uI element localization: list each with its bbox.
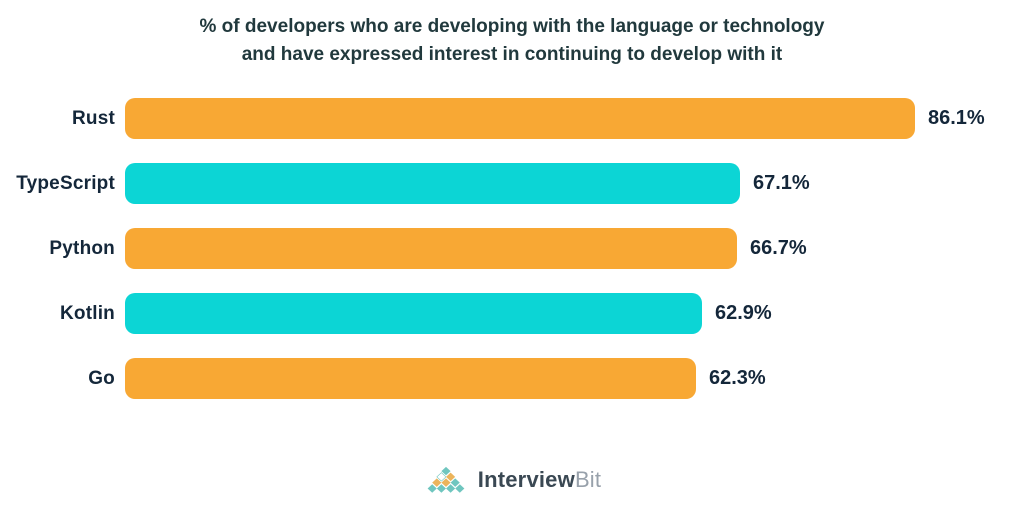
bar-go [125,358,696,400]
logo-text: InterviewBit [478,467,601,493]
bar-rust [125,98,915,140]
bar-kotlin [125,293,702,335]
footer-logo: InterviewBit [0,466,1024,494]
bar-row: Rust 86.1% [0,98,1024,140]
bar-track: 62.9% [125,293,1024,335]
bar-track: 62.3% [125,358,1024,400]
category-label: Python [49,237,115,259]
category-label: Rust [71,107,115,129]
value-label: 62.3% [709,367,766,390]
bar-row: Go 62.3% [0,358,1024,400]
category-label: Kotlin [59,302,115,324]
bar-python [125,228,737,270]
chart-title: % of developers who are developing with … [199,16,825,65]
bar-track: 67.1% [125,163,1024,205]
value-label: 66.7% [750,237,807,260]
bar-row: Kotlin 62.9% [0,293,1024,335]
value-label: 62.9% [715,302,772,325]
interviewbit-pyramid-icon [427,466,465,493]
logo-text-primary: Interview [477,467,575,492]
value-label: 67.1% [753,172,810,195]
category-label: Go [88,367,115,389]
bars-area: Rust 86.1% TypeScript 67.1% Python 66.7% Kotli… [0,98,1024,400]
bar-row: Python 66.7% [0,228,1024,270]
category-label: TypeScript [16,172,115,194]
bar-track: 86.1% [125,98,1024,140]
bar-row: TypeScript 67.1% [0,163,1024,205]
bar-typescript [125,163,740,205]
bar-track: 66.7% [125,228,1024,270]
value-label: 86.1% [928,107,985,130]
logo-text-secondary: Bit [574,467,602,492]
